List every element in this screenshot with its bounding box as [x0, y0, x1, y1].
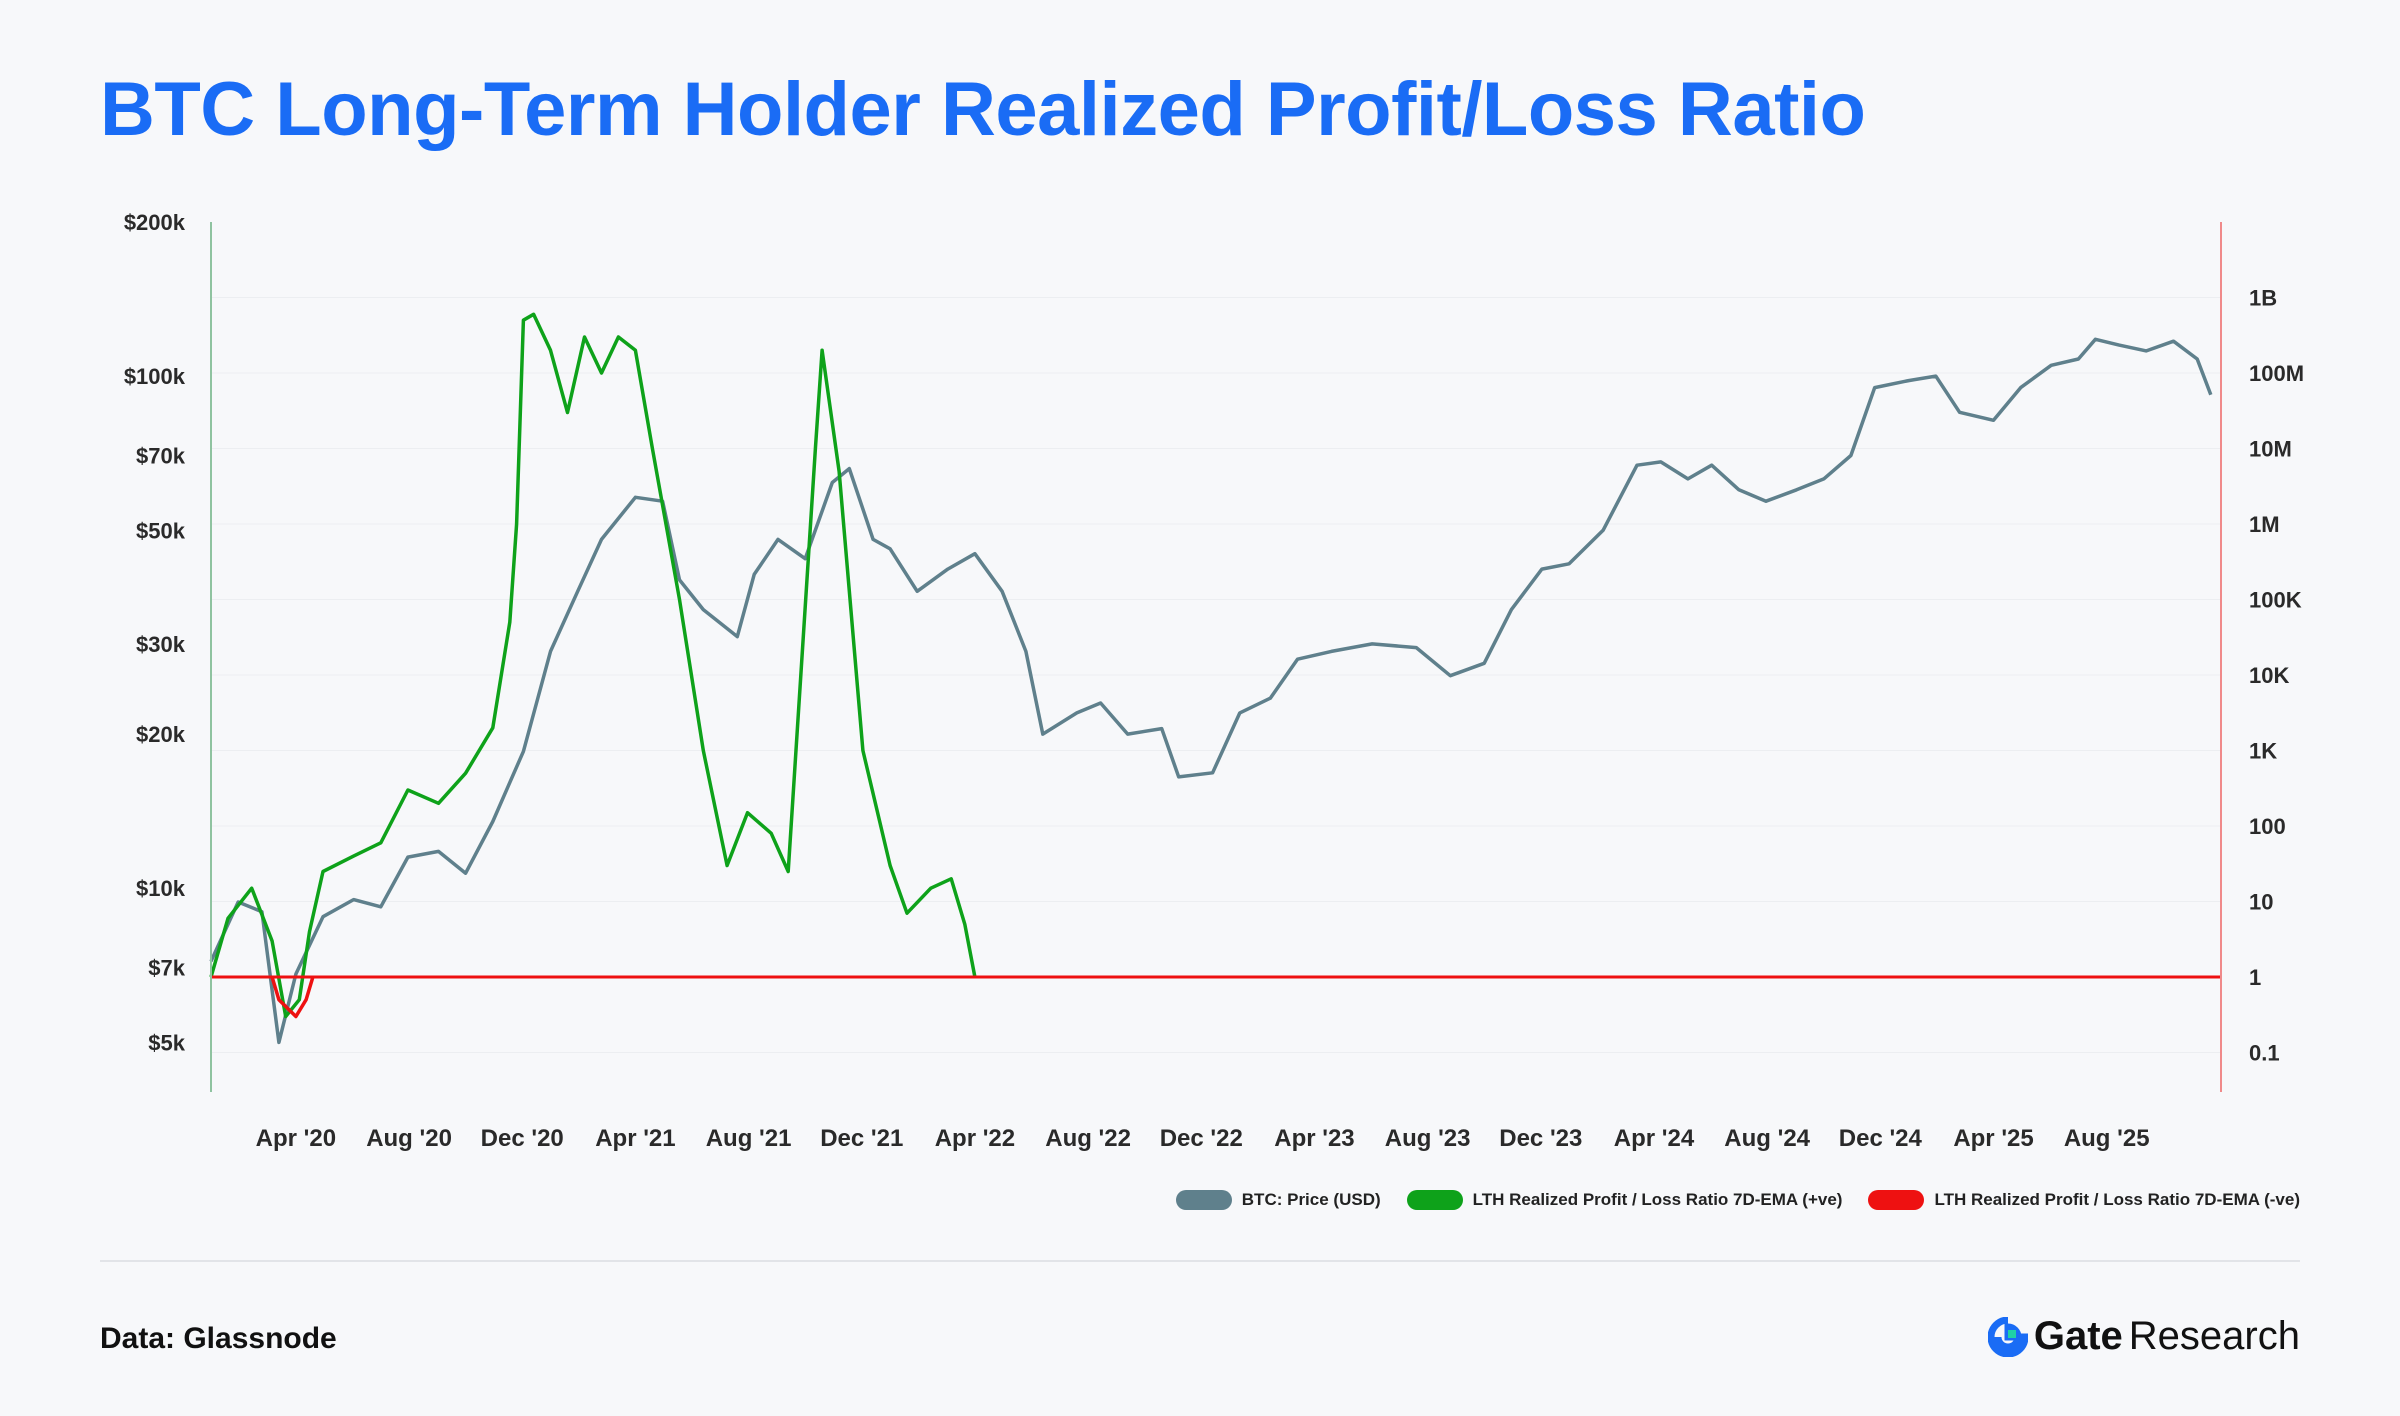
x-tick-label: Dec '21	[820, 1125, 903, 1152]
right-axis-ticks: 1B 100M 10M 1M 100K 10K 1K 100 10 1 0.1	[2249, 286, 2304, 1066]
series-ratio-negative-line	[270, 976, 315, 1019]
x-tick-label: Aug '20	[366, 1125, 452, 1152]
brand-name-bold: Gate	[2033, 1314, 2123, 1358]
chart-canvas: $200k$100k$70k$50k$30k$20k$10k$7k$5k 1B1…	[124, 210, 2304, 1152]
x-axis-ticks: Apr '20 Aug '20 Dec '20 Apr '21 Aug '21 Dec '…	[256, 1125, 2150, 1152]
right-tick-label: 100K	[2249, 588, 2302, 613]
right-tick-label: 100M	[2249, 361, 2304, 386]
legend: BTC: Price (USD) LTH Realized Profit / L…	[1170, 1190, 2300, 1210]
legend-swatch-negative	[1868, 1190, 1925, 1210]
x-tick-label: Dec '20	[481, 1125, 564, 1152]
x-tick-label: Aug '23	[1385, 1125, 1471, 1152]
x-tick-label: Apr '20	[256, 1125, 336, 1152]
x-tick-label: Dec '22	[1160, 1125, 1243, 1152]
left-tick-label: $20k	[136, 722, 186, 747]
left-tick-label: $30k	[136, 632, 186, 657]
legend-item-price[interactable]: BTC: Price (USD)	[1175, 1190, 1381, 1210]
left-tick-label: $5k	[148, 1030, 185, 1055]
left-tick-label: $50k	[136, 518, 186, 543]
right-tick-label: 1K	[2249, 739, 2277, 764]
x-tick-label: Aug '21	[706, 1125, 792, 1152]
x-tick-label: Apr '25	[1953, 1125, 2033, 1152]
x-tick-label: Aug '22	[1045, 1125, 1131, 1152]
legend-label-positive: LTH Realized Profit / Loss Ratio 7D-EMA …	[1472, 1190, 1843, 1209]
legend-swatch-positive	[1406, 1190, 1463, 1210]
x-tick-label: Apr '22	[935, 1125, 1015, 1152]
brand-logo: Gate Research	[1987, 1314, 2300, 1359]
right-tick-label: 10K	[2249, 663, 2289, 688]
left-axis-ticks: $200k $100k $70k $50k $30k $20k $10k $7k $5k	[124, 210, 186, 1055]
x-tick-label: Apr '24	[1614, 1125, 1695, 1152]
x-tick-label: Aug '24	[1724, 1125, 1810, 1152]
legend-swatch-price	[1175, 1190, 1232, 1210]
legend-label-price: BTC: Price (USD)	[1241, 1190, 1381, 1209]
right-tick-label: 10	[2249, 890, 2273, 915]
right-tick-label: 1	[2249, 965, 2261, 990]
x-tick-label: Apr '21	[595, 1125, 675, 1152]
series-ratio-positive-line	[209, 312, 977, 1019]
x-tick-label: Dec '24	[1839, 1125, 1923, 1152]
gridlines	[211, 297, 2221, 1054]
left-tick-label: $70k	[136, 443, 186, 468]
series-layer	[209, 312, 2221, 1045]
left-tick-label: $7k	[148, 956, 185, 981]
right-tick-label: 10M	[2249, 437, 2292, 462]
right-tick-label: 1B	[2249, 286, 2277, 311]
brand-name-regular: Research	[2128, 1314, 2300, 1358]
left-tick-label: $100k	[124, 364, 186, 389]
legend-item-negative[interactable]: LTH Realized Profit / Loss Ratio 7D-EMA …	[1868, 1190, 2300, 1210]
x-tick-label: Aug '25	[2064, 1125, 2150, 1152]
gate-logo-icon	[1987, 1316, 2028, 1357]
x-tick-label: Apr '23	[1274, 1125, 1354, 1152]
x-tick-label: Dec '23	[1499, 1125, 1582, 1152]
legend-label-negative: LTH Realized Profit / Loss Ratio 7D-EMA …	[1934, 1190, 2300, 1209]
left-tick-label: $200k	[124, 210, 186, 235]
right-tick-label: 0.1	[2249, 1041, 2280, 1066]
series-price-line	[209, 337, 2213, 1045]
right-tick-label: 100	[2249, 814, 2286, 839]
footer-divider	[100, 1260, 2300, 1262]
chart-title: BTC Long-Term Holder Realized Profit/Los…	[100, 67, 1866, 152]
legend-item-positive[interactable]: LTH Realized Profit / Loss Ratio 7D-EMA …	[1406, 1190, 1843, 1210]
right-tick-label: 1M	[2249, 512, 2280, 537]
data-source: Data: Glassnode	[100, 1322, 337, 1355]
left-tick-label: $10k	[136, 876, 186, 901]
